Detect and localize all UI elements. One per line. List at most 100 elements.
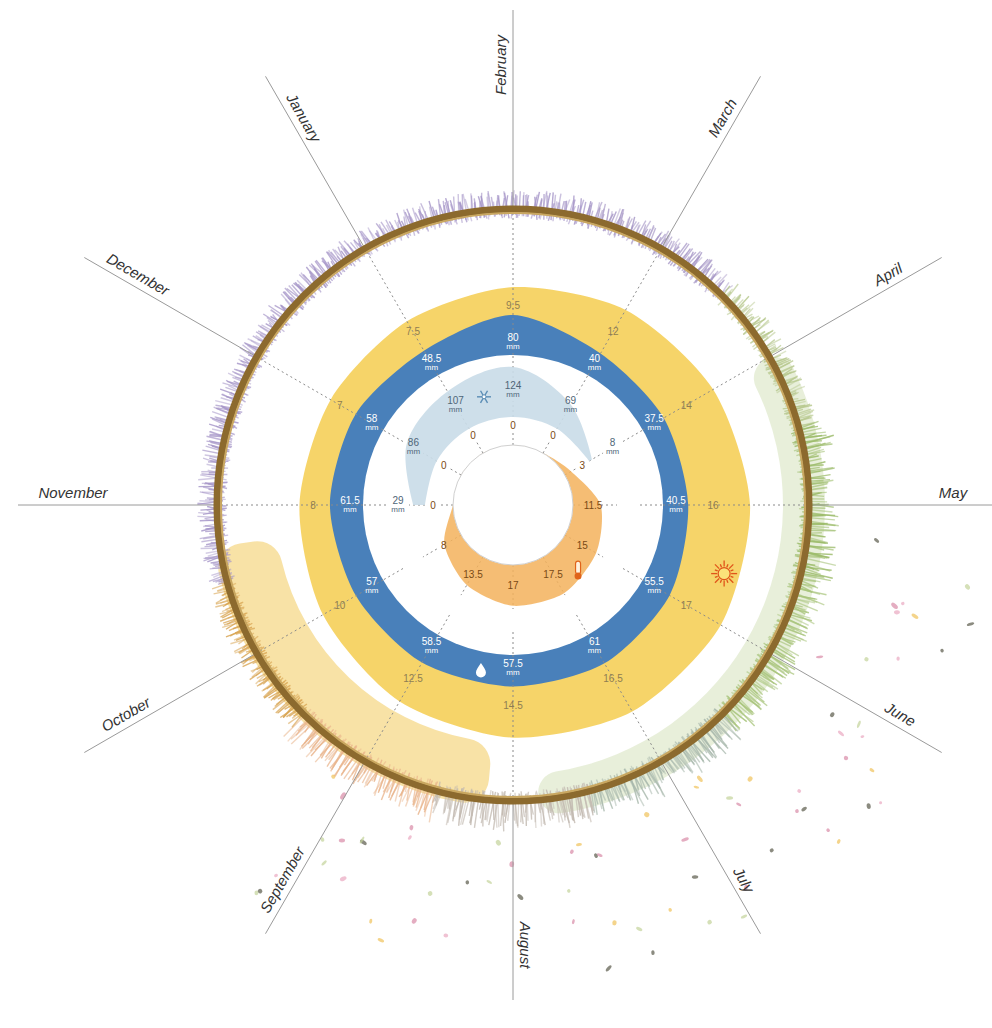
data-label: 16.5 (603, 673, 623, 684)
petal (801, 806, 808, 812)
month-gridline (643, 580, 769, 653)
fringe-stroke (504, 193, 509, 219)
data-label: 15 (577, 540, 589, 551)
petal (407, 835, 412, 841)
data-label: 0 (430, 500, 436, 511)
month-gridline (257, 580, 383, 653)
month-axis-line (18, 505, 217, 506)
month-label: March (704, 95, 740, 140)
petal (873, 537, 880, 543)
petal (693, 785, 699, 789)
petal (409, 825, 414, 831)
snow-icon-stroke (481, 391, 488, 403)
temperature-band (444, 445, 602, 606)
sun-ray (723, 581, 724, 587)
fringe (197, 190, 838, 831)
petal (863, 656, 869, 662)
petal (736, 802, 742, 807)
sun-ray (729, 579, 733, 583)
data-label: 40mm (588, 353, 602, 372)
petal (569, 849, 574, 855)
month-gridline (640, 505, 663, 506)
month-label: June (881, 698, 919, 729)
petal (681, 837, 689, 843)
data-label: 124mm (505, 380, 522, 399)
month-gridline (477, 443, 483, 453)
month-gridline (643, 357, 769, 430)
month-axes (18, 10, 992, 1000)
data-labels: 7.59.51214161716.514.512.5108748.5mm80mm… (310, 300, 719, 711)
radial-chart: 7.59.51214161716.514.512.5108748.5mm80mm… (18, 10, 992, 1000)
sun-ray (727, 564, 728, 567)
petal (465, 880, 469, 884)
data-label: 10 (334, 600, 346, 611)
month-axis-line (84, 258, 256, 358)
petal (612, 920, 617, 926)
month-gridline (588, 249, 661, 375)
petal (795, 809, 799, 814)
month-axis-line (266, 761, 366, 933)
month-gridline (363, 505, 386, 506)
petal (896, 656, 900, 660)
data-label: 58.5mm (422, 636, 442, 655)
month-gridline (423, 549, 437, 557)
month-gridline (588, 635, 661, 761)
petal (964, 583, 971, 590)
sunshine-ring (299, 287, 750, 738)
month-gridline (451, 469, 461, 475)
month-gridline (513, 632, 514, 655)
data-label: 0 (510, 420, 516, 431)
data-label: 0 (470, 430, 476, 441)
data-label: 9.5 (506, 300, 520, 311)
petal (567, 889, 571, 894)
data-label: 12 (607, 326, 619, 337)
sun-ray (715, 576, 718, 577)
data-label: 17.5 (543, 569, 563, 580)
sun-ray (729, 564, 733, 568)
thermometer-tube (576, 561, 581, 574)
month-axis-line (513, 10, 514, 209)
month-axis-line (266, 76, 366, 248)
petal (427, 891, 433, 897)
drop-icon (476, 663, 486, 678)
month-axis-line (769, 653, 941, 753)
month-axis-line (661, 76, 761, 248)
sun-ray (731, 576, 734, 577)
sun-ray (711, 573, 717, 574)
petal (696, 775, 704, 783)
fringe-stroke (553, 195, 555, 222)
chart-container: 7.59.51214161716.514.512.5108748.5mm80mm… (0, 0, 992, 1028)
data-label: 107mm (447, 395, 464, 414)
icons (476, 391, 737, 678)
month-gridline (365, 635, 438, 761)
data-label: 61.5mm (340, 495, 360, 514)
petal (911, 613, 919, 620)
petal (901, 602, 905, 606)
petal (844, 756, 849, 761)
chart-svg: 7.59.51214161716.514.512.5108748.5mm80mm… (0, 0, 992, 1028)
petal (257, 888, 263, 894)
data-label: 14.5 (503, 700, 523, 711)
petal (636, 926, 643, 932)
petal (509, 861, 514, 867)
month-label: August (517, 921, 534, 970)
data-label: 14 (681, 400, 693, 411)
gold-ring (217, 209, 809, 801)
month-label: May (939, 484, 969, 501)
petal (816, 655, 823, 658)
inner-marks (405, 367, 602, 606)
petal (826, 828, 831, 833)
month-gridline (543, 443, 549, 453)
month-label: January (283, 89, 326, 146)
sun-ray (715, 570, 718, 571)
sun-ray (715, 564, 719, 568)
data-label: 69mm (564, 395, 578, 414)
petal (940, 648, 945, 653)
data-label: 29mm (391, 495, 405, 514)
petal (369, 919, 373, 924)
data-label: 8mm (606, 437, 620, 456)
month-axis-line (809, 505, 992, 506)
data-label: 17 (507, 580, 519, 591)
month-labels: JanuaryFebruaryMarchAprilMayJuneJulyAugu… (38, 33, 968, 969)
thermometer-bulb (575, 573, 582, 580)
